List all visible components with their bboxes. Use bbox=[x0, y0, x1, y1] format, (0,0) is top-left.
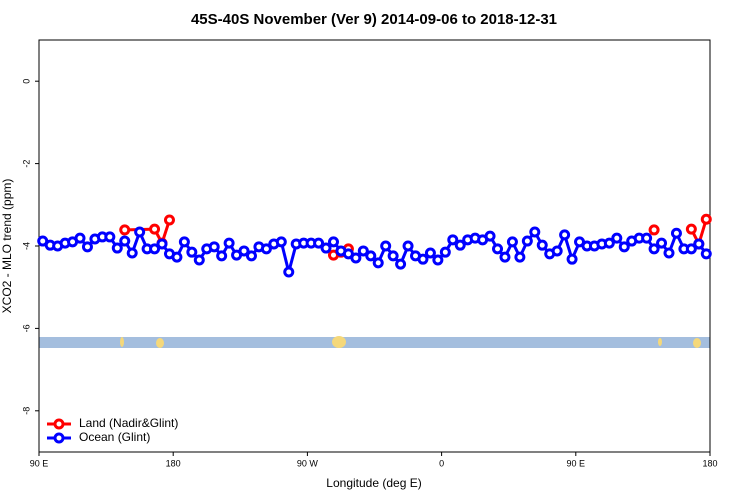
y-axis-label: XCO2 - MLO trend (ppm) bbox=[0, 179, 14, 314]
point bbox=[685, 243, 697, 255]
point bbox=[245, 250, 257, 262]
legend-label: Land (Nadir&Glint) bbox=[79, 416, 178, 430]
point bbox=[111, 242, 123, 254]
point bbox=[134, 226, 146, 238]
x-tick-label: 90 W bbox=[297, 458, 319, 468]
land-patch bbox=[120, 337, 124, 347]
x-axis-label: Longitude (deg E) bbox=[326, 476, 421, 490]
point bbox=[447, 234, 459, 246]
point bbox=[454, 239, 466, 251]
point bbox=[670, 227, 682, 239]
legend-label: Ocean (Glint) bbox=[79, 430, 150, 444]
point bbox=[119, 224, 131, 236]
point bbox=[372, 257, 384, 269]
chart-title: 45S-40S November (Ver 9) 2014-09-06 to 2… bbox=[191, 11, 557, 28]
point bbox=[611, 232, 623, 244]
point bbox=[171, 251, 183, 263]
point bbox=[104, 231, 116, 243]
x-tick-label: 0 bbox=[439, 458, 444, 468]
point bbox=[700, 213, 712, 225]
point bbox=[499, 251, 511, 263]
point bbox=[700, 248, 712, 260]
point bbox=[186, 246, 198, 258]
point bbox=[559, 229, 571, 241]
point bbox=[357, 245, 369, 257]
point bbox=[178, 236, 190, 248]
point bbox=[156, 238, 168, 250]
point bbox=[484, 230, 496, 242]
point bbox=[74, 232, 86, 244]
ocean-strip bbox=[39, 337, 710, 348]
point bbox=[506, 236, 518, 248]
point bbox=[119, 235, 131, 247]
point bbox=[350, 252, 362, 264]
point bbox=[320, 242, 332, 254]
point bbox=[283, 266, 295, 278]
point bbox=[193, 254, 205, 266]
point bbox=[126, 247, 138, 259]
point bbox=[81, 241, 93, 253]
land-patch bbox=[332, 336, 346, 348]
legend-marker bbox=[53, 418, 65, 430]
point bbox=[648, 243, 660, 255]
point bbox=[663, 247, 675, 259]
point bbox=[685, 223, 697, 235]
point bbox=[618, 241, 630, 253]
surface-strip bbox=[39, 336, 710, 348]
point bbox=[387, 250, 399, 262]
x-tick-label: 180 bbox=[166, 458, 181, 468]
point bbox=[216, 250, 228, 262]
x-tick-label: 90 E bbox=[30, 458, 49, 468]
point bbox=[208, 241, 220, 253]
point bbox=[402, 240, 414, 252]
point bbox=[380, 240, 392, 252]
point bbox=[656, 237, 668, 249]
point bbox=[149, 243, 161, 255]
point bbox=[641, 232, 653, 244]
point bbox=[327, 236, 339, 248]
point bbox=[536, 239, 548, 251]
y-tick-label: -4 bbox=[21, 242, 31, 250]
y-tick-label: -6 bbox=[21, 324, 31, 332]
point bbox=[693, 238, 705, 250]
point bbox=[417, 253, 429, 265]
point bbox=[492, 243, 504, 255]
x-tick-label: 90 E bbox=[567, 458, 586, 468]
point bbox=[424, 247, 436, 259]
point bbox=[551, 245, 563, 257]
land-patch bbox=[658, 338, 662, 346]
point bbox=[238, 245, 250, 257]
x-tick-label: 180 bbox=[702, 458, 717, 468]
point bbox=[439, 246, 451, 258]
point bbox=[163, 214, 175, 226]
legend-marker bbox=[53, 432, 65, 444]
y-tick-label: -8 bbox=[21, 407, 31, 415]
point bbox=[313, 237, 325, 249]
point bbox=[603, 237, 615, 249]
point bbox=[149, 223, 161, 235]
y-tick-label: 0 bbox=[21, 79, 31, 84]
point bbox=[566, 253, 578, 265]
point bbox=[260, 243, 272, 255]
point bbox=[648, 224, 660, 236]
point bbox=[521, 235, 533, 247]
point bbox=[395, 258, 407, 270]
point bbox=[529, 226, 541, 238]
point bbox=[223, 237, 235, 249]
point bbox=[514, 251, 526, 263]
point bbox=[275, 236, 287, 248]
y-tick-label: -2 bbox=[21, 160, 31, 168]
land-patch bbox=[156, 338, 164, 348]
point bbox=[365, 250, 377, 262]
point bbox=[432, 254, 444, 266]
land-patch bbox=[693, 338, 701, 348]
